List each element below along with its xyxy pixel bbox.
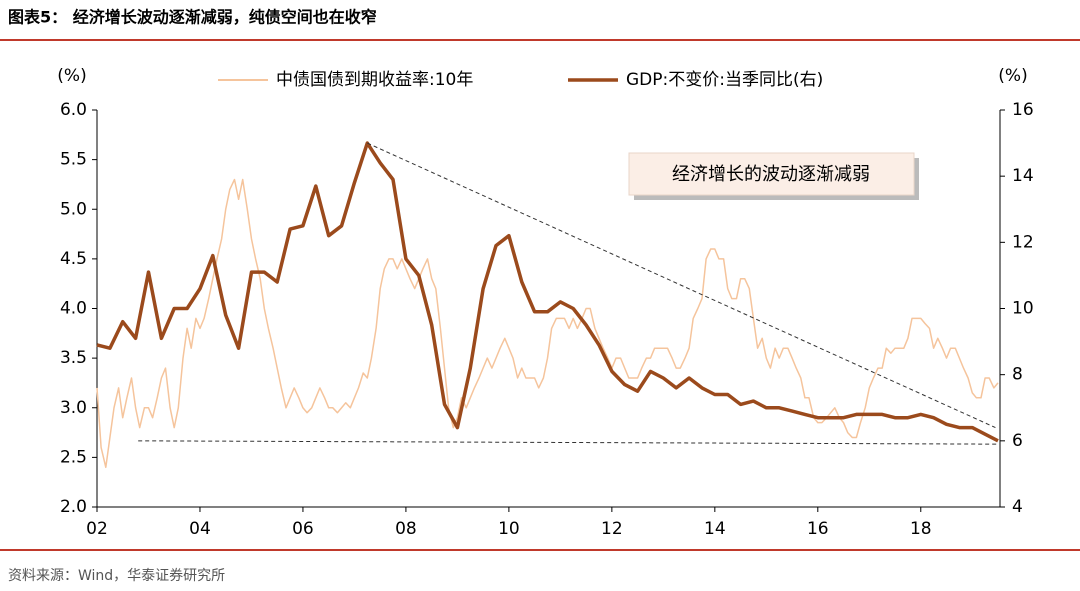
x-tick-label: 16 — [807, 519, 829, 539]
x-tick-label: 10 — [498, 519, 520, 539]
y-tick-label: 3.0 — [60, 398, 87, 418]
y2-tick-label: 16 — [1012, 100, 1034, 120]
y2-tick-label: 8 — [1012, 365, 1023, 385]
legend-label: 中债国债到期收益率:10年 — [276, 70, 473, 90]
y-tick-label: 2.5 — [60, 447, 87, 467]
y2-tick-label: 4 — [1012, 497, 1023, 517]
y-tick-label: 5.5 — [60, 150, 87, 170]
y2-tick-label: 10 — [1012, 299, 1034, 319]
legend-label: GDP:不变价:当季同比(右) — [626, 70, 823, 90]
x-tick-label: 14 — [704, 519, 726, 539]
y-tick-label: 4.5 — [60, 249, 87, 269]
y2-tick-label: 6 — [1012, 431, 1023, 451]
x-tick-label: 06 — [292, 519, 314, 539]
y-axis-label: (%) — [57, 66, 86, 86]
y2-axis-label: (%) — [998, 66, 1027, 86]
y-tick-label: 6.0 — [60, 100, 87, 120]
series-line — [96, 141, 999, 443]
series-line — [96, 178, 999, 469]
x-tick-label: 02 — [86, 519, 108, 539]
x-tick-label: 12 — [601, 519, 623, 539]
y2-tick-label: 14 — [1012, 166, 1034, 186]
x-tick-label: 04 — [189, 519, 211, 539]
header-title: 图表5： 经济增长波动逐渐减弱，纯债空间也在收窄 — [8, 8, 377, 27]
y-tick-label: 4.0 — [60, 299, 87, 319]
annotation-box — [628, 152, 915, 196]
y-tick-label: 3.5 — [60, 348, 87, 368]
x-tick-label: 18 — [910, 519, 932, 539]
annotation: 经济增长的波动逐渐减弱 — [672, 164, 870, 185]
y-tick-label: 5.0 — [60, 199, 87, 219]
footer-source: 资料来源：Wind，华泰证券研究所 — [8, 568, 225, 584]
reference-line — [138, 440, 999, 445]
y2-tick-label: 12 — [1012, 232, 1034, 252]
x-tick-label: 08 — [395, 519, 417, 539]
y-tick-label: 2.0 — [60, 497, 87, 517]
reference-line — [367, 142, 996, 429]
